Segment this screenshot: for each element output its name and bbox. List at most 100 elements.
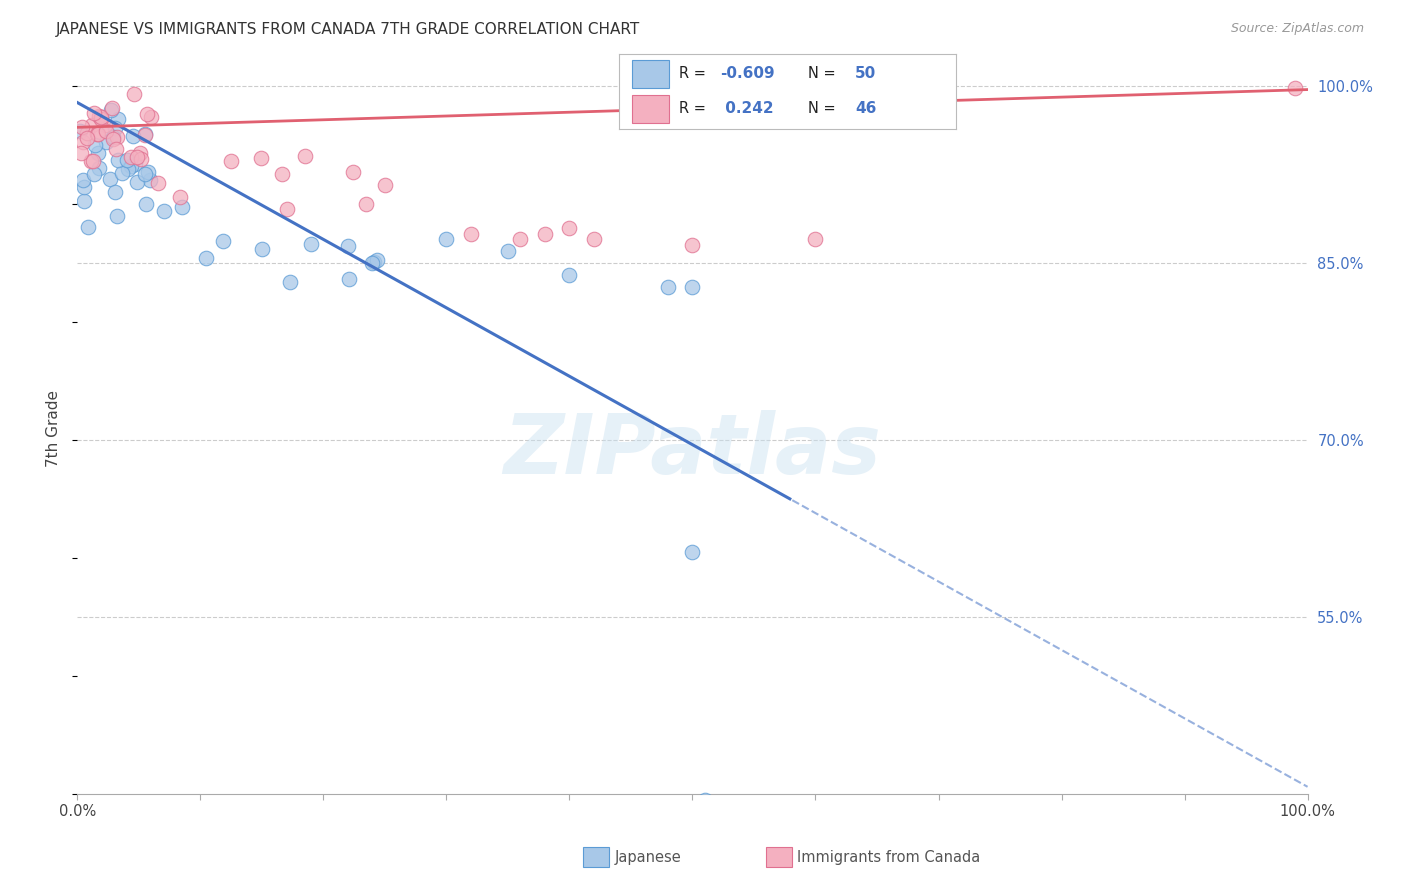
Point (509, 232, 531, 246)
Point (129, 145, 152, 160)
Text: Japanese: Japanese (614, 850, 681, 864)
Point (77, 220, 100, 235)
Point (558, 220, 581, 235)
Point (276, 202, 298, 217)
Point (336, 238, 359, 252)
Point (278, 275, 301, 289)
Point (101, 101, 124, 115)
Text: JAPANESE VS IMMIGRANTS FROM CANADA 7TH GRADE CORRELATION CHART: JAPANESE VS IMMIGRANTS FROM CANADA 7TH G… (56, 22, 641, 37)
Point (87, 146, 110, 161)
Point (354, 196, 377, 211)
Point (134, 167, 156, 181)
Point (249, 151, 271, 165)
Point (73, 194, 96, 208)
Text: 0.242: 0.242 (720, 102, 773, 116)
Point (105, 130, 128, 145)
Text: R =: R = (679, 102, 711, 116)
Point (70, 146, 93, 161)
Point (170, 200, 193, 214)
Point (558, 268, 581, 282)
Point (148, 176, 170, 190)
Point (136, 165, 159, 179)
Point (299, 236, 322, 251)
Point (117, 161, 139, 176)
Text: 50: 50 (855, 67, 876, 81)
Point (70, 120, 93, 135)
Point (339, 272, 361, 286)
Point (250, 243, 273, 257)
Point (83, 167, 105, 181)
Point (134, 128, 156, 142)
Point (127, 150, 149, 164)
Point (1284, 81, 1306, 95)
Point (122, 128, 145, 143)
Point (105, 209, 128, 223)
Point (496, 244, 519, 259)
Point (342, 165, 364, 179)
Point (212, 234, 235, 248)
Point (84, 138, 107, 153)
Point (361, 256, 384, 270)
Point (104, 142, 127, 156)
Point (657, 279, 679, 293)
Point (135, 197, 157, 211)
Point (122, 87, 145, 101)
Point (169, 190, 191, 204)
Point (82, 153, 104, 168)
Point (87, 127, 110, 141)
Point (100, 172, 122, 186)
Point (138, 173, 160, 187)
Point (94, 118, 117, 132)
Text: -0.609: -0.609 (720, 67, 775, 81)
Text: ZIPatlas: ZIPatlas (503, 409, 882, 491)
Point (107, 153, 129, 167)
Text: N =: N = (807, 67, 839, 81)
Point (86, 127, 108, 141)
Point (104, 185, 127, 199)
Point (134, 128, 156, 142)
Point (139, 111, 162, 125)
Point (534, 227, 557, 241)
Point (90, 110, 112, 124)
Point (195, 251, 218, 265)
Point (460, 227, 482, 241)
Text: Immigrants from Canada: Immigrants from Canada (797, 850, 980, 864)
Point (96, 136, 118, 150)
Bar (633, 61, 669, 87)
Point (87, 109, 110, 123)
Text: R =: R = (679, 67, 711, 81)
Point (69, 124, 91, 138)
Point (72, 135, 94, 149)
Point (366, 253, 388, 268)
Point (101, 132, 124, 146)
Point (107, 112, 129, 126)
Point (136, 107, 159, 121)
Point (104, 120, 127, 135)
Text: 46: 46 (855, 102, 876, 116)
Point (583, 232, 606, 246)
Point (83, 106, 105, 120)
Point (271, 167, 294, 181)
Point (80, 153, 103, 168)
Point (76, 131, 98, 145)
Point (436, 232, 458, 246)
Point (80, 118, 103, 132)
Text: N =: N = (807, 102, 839, 116)
Point (124, 157, 146, 171)
Point (111, 166, 134, 180)
Point (219, 154, 242, 169)
Point (120, 150, 142, 164)
Point (693, 793, 716, 807)
Text: Source: ZipAtlas.com: Source: ZipAtlas.com (1230, 22, 1364, 36)
Point (131, 152, 153, 166)
Point (89, 161, 111, 175)
Point (73, 179, 96, 194)
Point (72, 172, 94, 186)
Point (101, 130, 124, 145)
Point (294, 149, 316, 163)
Point (94, 124, 117, 138)
Point (100, 103, 122, 117)
Point (125, 175, 148, 189)
Point (152, 203, 174, 218)
Point (374, 178, 396, 192)
